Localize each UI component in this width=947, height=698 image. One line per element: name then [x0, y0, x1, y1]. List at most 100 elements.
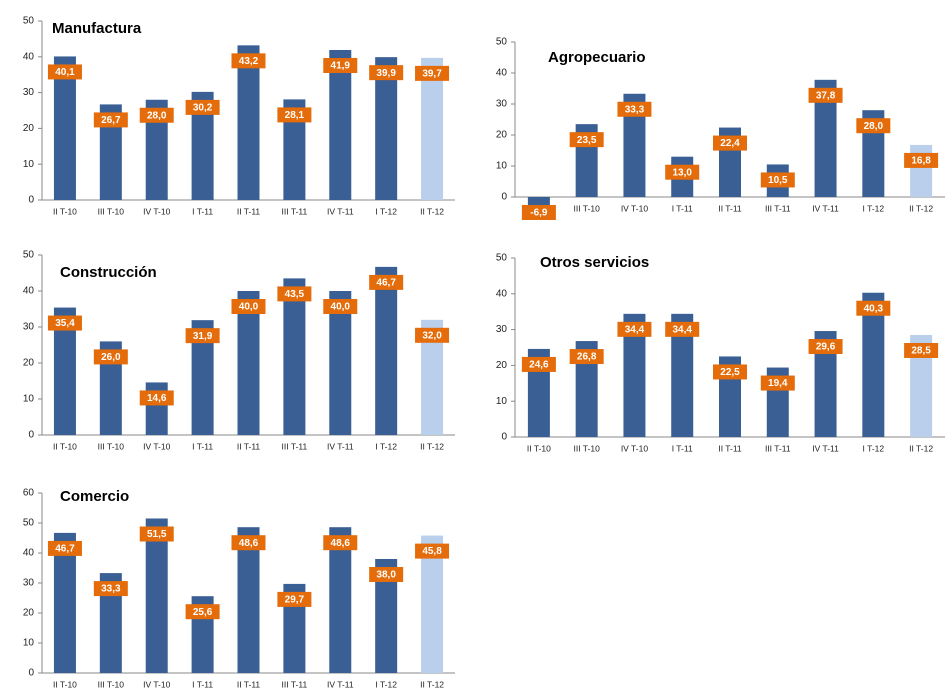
y-tick-label: 0 — [28, 430, 34, 441]
value-label: 28,1 — [285, 110, 305, 121]
y-tick-label: 50 — [496, 37, 508, 48]
y-tick-label: 40 — [23, 548, 35, 559]
x-tick-label: IV T-11 — [327, 679, 354, 689]
x-tick-label: I T-11 — [192, 441, 213, 451]
bar — [910, 334, 933, 437]
bar — [99, 341, 122, 435]
bar — [910, 144, 933, 197]
bar — [53, 307, 76, 435]
y-tick-label: 40 — [496, 68, 508, 79]
bar — [191, 320, 214, 435]
bar — [862, 292, 885, 437]
value-label-box — [569, 349, 604, 365]
value-label-box — [369, 65, 404, 81]
bar — [145, 518, 168, 673]
value-label-box — [521, 356, 556, 372]
bar — [283, 278, 306, 435]
bar — [623, 93, 646, 197]
value-label-box — [277, 107, 312, 123]
y-tick-label: 10 — [496, 161, 508, 172]
value-label-box — [323, 299, 358, 314]
bar — [421, 319, 444, 435]
y-tick-label: 40 — [23, 51, 35, 62]
x-tick-label: I T-12 — [375, 679, 397, 689]
value-label-box — [93, 349, 128, 365]
x-tick-label: III T-10 — [98, 206, 125, 216]
value-label: 24,6 — [529, 360, 549, 371]
value-label: 40,0 — [331, 302, 351, 313]
value-label: 33,3 — [625, 104, 645, 115]
bar — [375, 57, 398, 200]
value-label-box — [231, 299, 266, 314]
value-label: 31,9 — [193, 331, 213, 342]
x-tick-label: II T-10 — [527, 443, 551, 453]
value-label: 28,5 — [911, 346, 931, 357]
bar — [237, 45, 260, 201]
chart-title: Agropecuario — [548, 49, 646, 66]
value-label: 33,3 — [101, 584, 121, 595]
x-tick-label: III T-11 — [282, 679, 308, 689]
x-tick-label: II T-12 — [420, 441, 444, 451]
value-label-box — [231, 535, 266, 551]
value-label: 30,2 — [193, 103, 213, 114]
bar — [53, 532, 76, 673]
bar — [623, 313, 646, 437]
value-label-box — [139, 526, 174, 542]
value-label: 32,0 — [422, 330, 442, 341]
value-label-box — [47, 64, 82, 80]
bar — [421, 57, 444, 201]
y-tick-label: 60 — [23, 488, 35, 499]
value-label: 37,8 — [816, 90, 836, 101]
x-tick-label: II T-11 — [718, 203, 742, 213]
y-tick-label: 20 — [496, 130, 508, 141]
x-tick-label: III T-11 — [765, 443, 791, 453]
value-label: 28,0 — [147, 110, 167, 121]
y-tick-label: 20 — [23, 608, 35, 619]
value-label: 41,9 — [331, 61, 351, 72]
chart-title: Construcción — [60, 264, 157, 281]
value-label-box — [231, 53, 266, 69]
value-label: 26,8 — [577, 352, 597, 363]
value-label: 19,4 — [768, 378, 788, 389]
value-label-box — [47, 540, 82, 556]
value-label: 43,5 — [285, 289, 305, 300]
value-label-box — [856, 300, 891, 316]
x-tick-label: II T-12 — [909, 203, 933, 213]
x-tick-label: IV T-11 — [327, 206, 354, 216]
value-label: 46,7 — [55, 544, 75, 555]
value-label-box — [93, 581, 128, 597]
x-tick-label: IV T-11 — [812, 443, 839, 453]
value-label: 38,0 — [376, 570, 396, 581]
y-tick-label: 30 — [23, 87, 35, 98]
value-label: 40,0 — [239, 302, 259, 313]
y-tick-label: 50 — [23, 16, 35, 27]
x-tick-label: II T-12 — [420, 206, 444, 216]
y-tick-label: 10 — [23, 638, 35, 649]
bar — [329, 527, 352, 673]
value-label: 34,4 — [625, 324, 645, 335]
value-label-box — [856, 118, 891, 134]
value-label-box — [93, 112, 128, 128]
value-label: 25,6 — [193, 607, 213, 618]
value-label: 29,7 — [285, 595, 305, 606]
bar — [99, 104, 122, 200]
value-label: 48,6 — [239, 538, 259, 549]
x-tick-label: I T-11 — [672, 443, 693, 453]
value-label: 39,9 — [376, 68, 396, 79]
value-label-box — [808, 339, 843, 355]
value-label-box — [139, 107, 174, 123]
value-label: 48,6 — [331, 538, 351, 549]
y-tick-label: 0 — [501, 432, 507, 443]
value-label-box — [665, 321, 700, 337]
y-tick-label: 10 — [496, 396, 508, 407]
value-label: 39,7 — [422, 69, 442, 80]
value-label-box — [713, 364, 747, 380]
value-label-box — [185, 99, 220, 115]
chart-title: Otros servicios — [540, 254, 649, 271]
x-tick-label: II T-12 — [909, 443, 933, 453]
x-tick-label: III T-10 — [574, 443, 601, 453]
value-label-box — [760, 375, 795, 391]
value-label: 46,7 — [376, 278, 396, 289]
bar — [375, 266, 398, 435]
